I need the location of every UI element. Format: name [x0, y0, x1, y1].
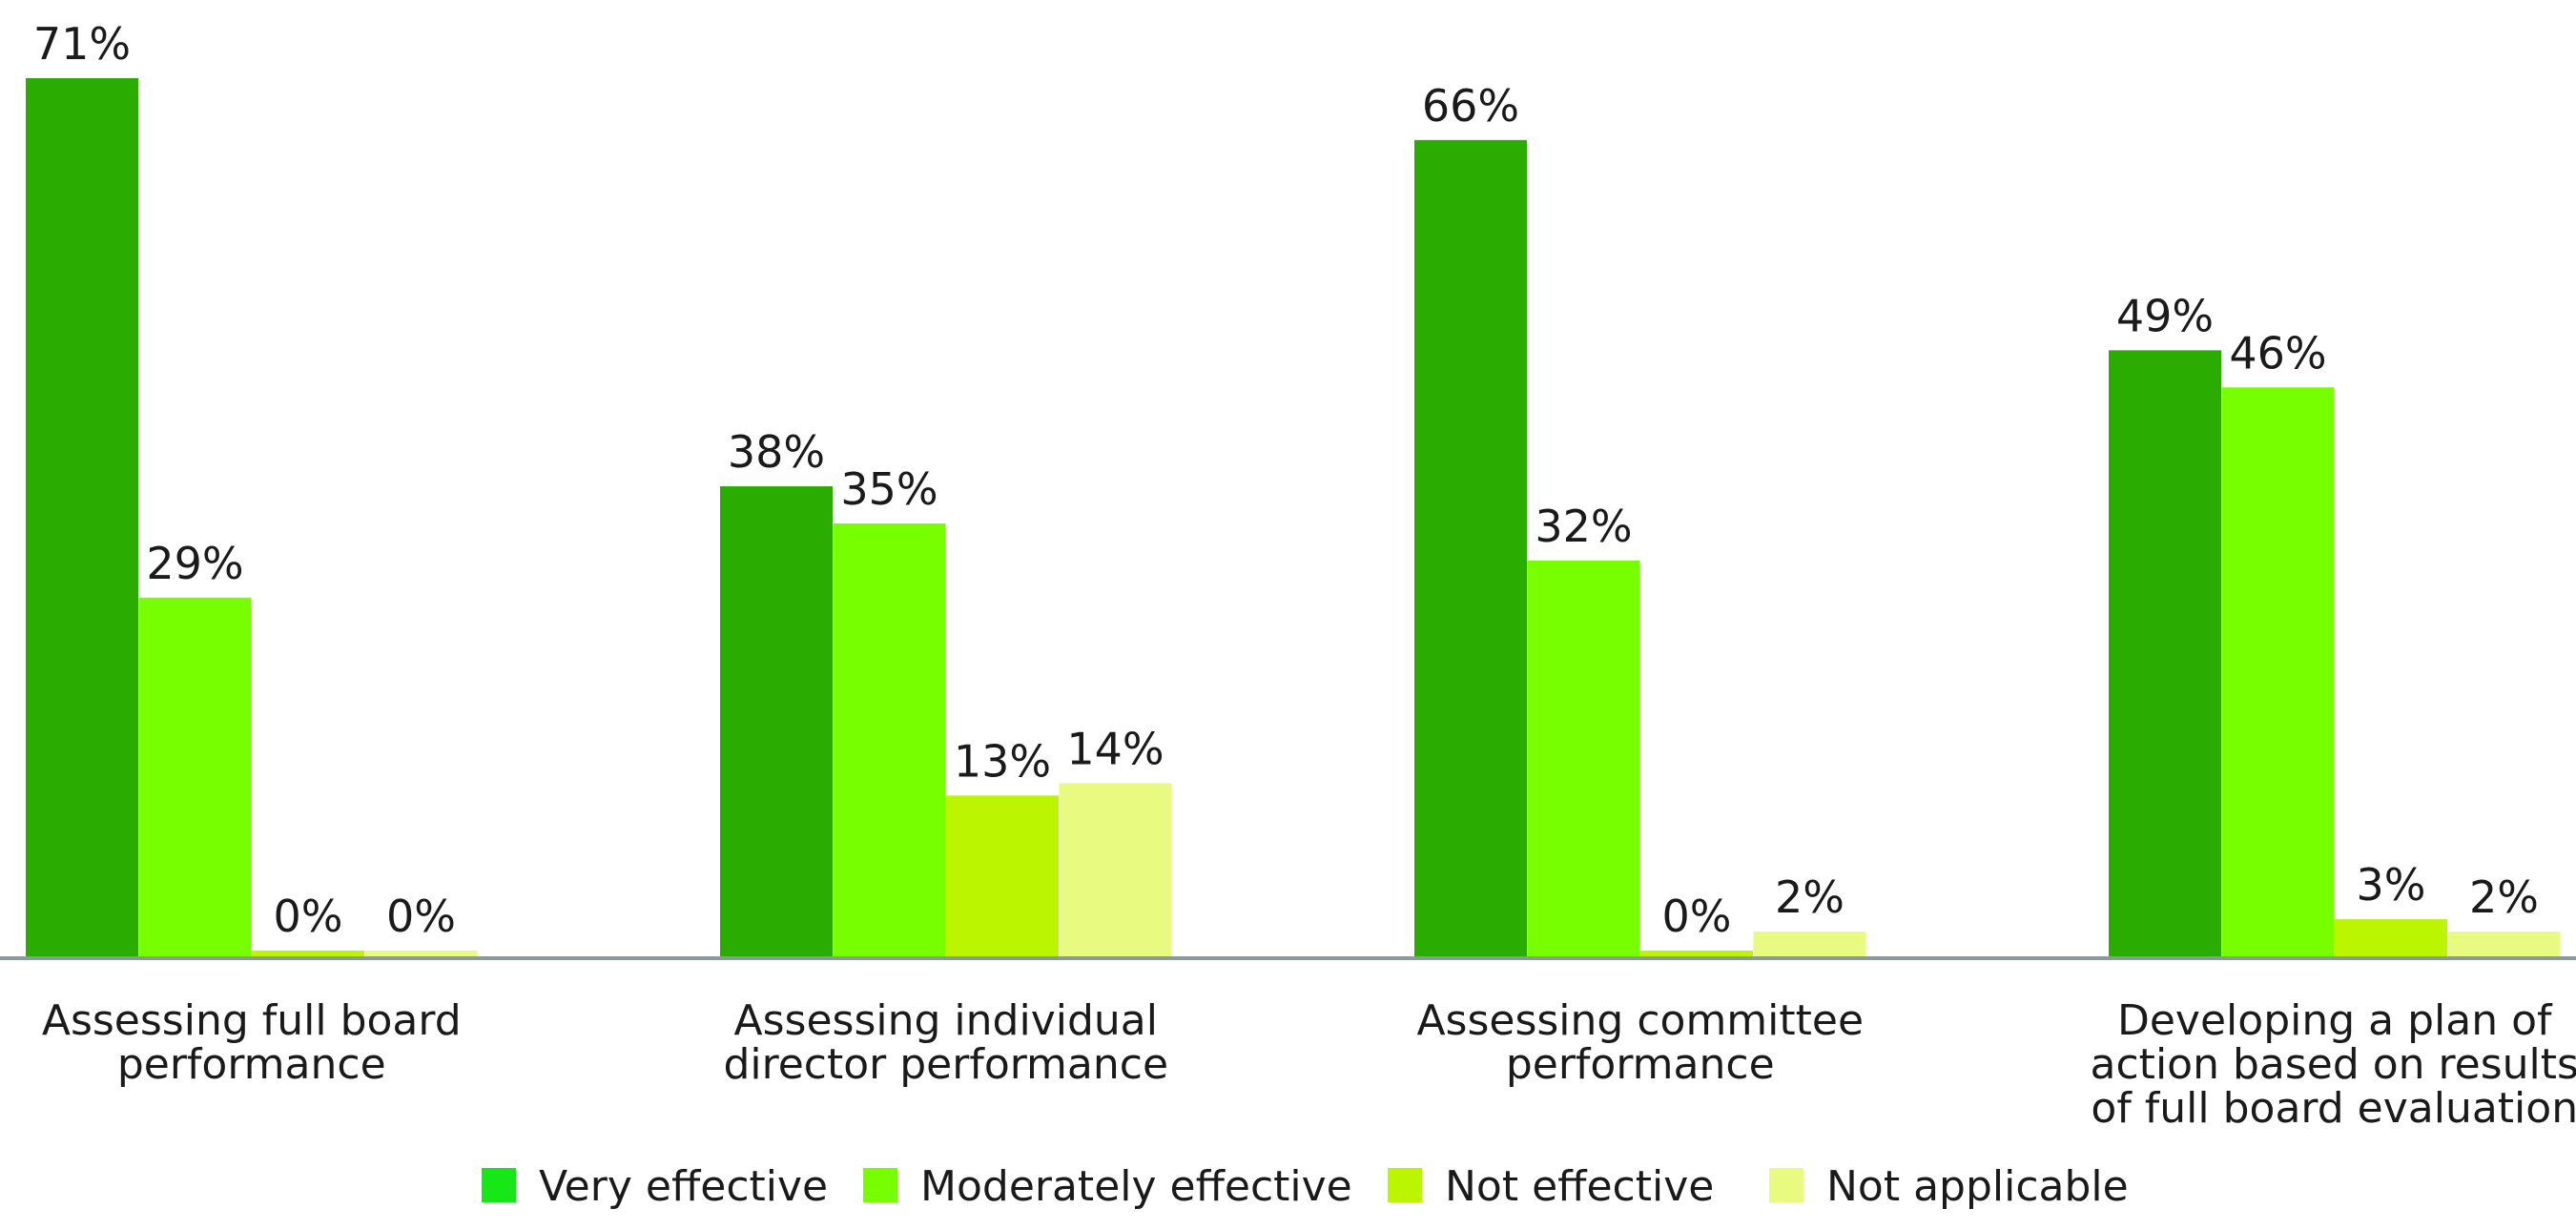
data-label: 46%: [2229, 327, 2326, 379]
bar-very-effective-2: [1414, 139, 1527, 957]
bar-not-effective-0: [252, 951, 364, 956]
data-label: 0%: [274, 891, 343, 942]
bar-very-effective-1: [720, 486, 833, 956]
data-label: 49%: [2116, 290, 2214, 341]
bar-very-effective-3: [2109, 350, 2221, 957]
category-label-2: Assessing committee performance: [1416, 996, 1864, 1089]
bar-moderately-effective-0: [138, 597, 252, 956]
category-label-line: Developing a plan of: [2117, 996, 2553, 1045]
data-label: 0%: [1662, 891, 1732, 942]
category-label-1: Assessing individual director performance: [723, 996, 1168, 1089]
bar-very-effective-0: [26, 78, 138, 956]
legend-label-3: Not applicable: [1826, 1162, 2129, 1211]
bar-not-applicable-3: [2447, 932, 2561, 956]
bar-not-effective-2: [1640, 951, 1753, 956]
category-labels-layer: Assessing full board performanceAssessing…: [42, 996, 2576, 1133]
legend-label-0: Very effective: [539, 1162, 828, 1211]
category-label-line: Assessing committee: [1416, 996, 1864, 1045]
data-label: 38%: [728, 426, 825, 478]
data-label: 32%: [1535, 501, 1632, 552]
data-label: 35%: [840, 463, 938, 515]
bar-not-applicable-1: [1059, 783, 1172, 956]
category-label-line: action based on results: [2091, 1040, 2576, 1089]
bar-moderately-effective-2: [1527, 560, 1640, 956]
data-label: 0%: [386, 891, 456, 942]
data-label: 13%: [954, 735, 1051, 787]
category-label-line: performance: [117, 1040, 386, 1089]
legend-label-1: Moderately effective: [920, 1162, 1352, 1211]
category-label-3: Developing a plan of action based on resu…: [2091, 996, 2576, 1133]
legend-swatch-1: [863, 1168, 897, 1202]
bar-not-effective-1: [946, 795, 1059, 956]
bar-not-effective-3: [2335, 919, 2447, 956]
data-label: 71%: [33, 18, 131, 70]
category-label-line: Assessing full board: [42, 996, 462, 1045]
data-label: 2%: [1775, 871, 1844, 923]
category-label-line: Assessing individual: [734, 996, 1158, 1045]
value-labels-layer: 71% 38% 66% 49% 29% 35% 32% 46% 0% 13% 0% 3% 0% 14% 2%…: [33, 18, 2539, 942]
legend-swatch-0: [482, 1168, 516, 1202]
category-label-line: performance: [1506, 1040, 1775, 1089]
bar-moderately-effective-3: [2221, 387, 2335, 956]
legend: Very effective Moderately effective Not ef…: [482, 1162, 2129, 1211]
bar-moderately-effective-1: [833, 522, 946, 956]
legend-swatch-3: [1769, 1168, 1803, 1202]
data-label: 14%: [1066, 723, 1164, 774]
category-label-0: Assessing full board performance: [42, 996, 462, 1089]
data-label: 66%: [1422, 80, 1519, 132]
bar-not-applicable-2: [1753, 932, 1866, 956]
bar-not-applicable-0: [364, 951, 478, 956]
legend-label-2: Not effective: [1445, 1162, 1714, 1211]
data-label: 3%: [2357, 859, 2426, 911]
legend-swatch-2: [1388, 1168, 1422, 1202]
data-label: 29%: [146, 538, 243, 589]
data-label: 2%: [2469, 871, 2539, 923]
category-label-line: director performance: [723, 1040, 1168, 1089]
bars-layer: [26, 78, 2561, 957]
category-label-line: of full board evaluation: [2091, 1084, 2576, 1133]
